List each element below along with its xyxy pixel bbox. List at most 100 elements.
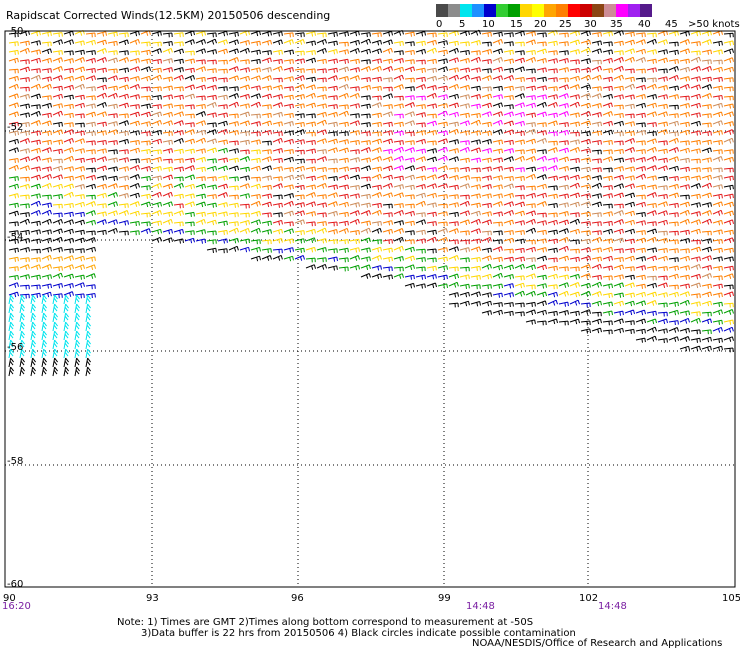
wind-barb (107, 31, 118, 37)
wind-barb (547, 101, 558, 108)
wind-barb (602, 211, 613, 217)
wind-barb (404, 111, 415, 117)
wind-barb (195, 30, 206, 37)
wind-barb (217, 211, 228, 217)
wind-barb (206, 122, 217, 128)
wind-barb (360, 147, 371, 153)
wind-barb (646, 102, 657, 109)
wind-barb (140, 49, 151, 55)
wind-barb (580, 211, 591, 217)
wind-barb (580, 175, 591, 181)
wind-barb (591, 140, 602, 146)
wind-barb (52, 256, 63, 262)
wind-barb (305, 221, 316, 227)
wind-barb (646, 291, 657, 298)
wind-barb (492, 264, 503, 271)
wind-barb (613, 149, 624, 155)
wind-barb (723, 265, 734, 271)
wind-barb (228, 121, 239, 127)
wind-barb (525, 210, 536, 217)
wind-barb (250, 58, 261, 64)
wind-barb (448, 148, 459, 154)
wind-barb (712, 184, 723, 190)
wind-barb (448, 40, 459, 46)
wind-barb (580, 309, 591, 315)
wind-barb (118, 102, 129, 109)
wind-barb (492, 102, 503, 109)
wind-barb (338, 147, 349, 154)
wind-barb (690, 193, 701, 199)
wind-barb (74, 248, 85, 254)
wind-barb (569, 59, 580, 65)
wind-barb (547, 175, 558, 181)
wind-barb (437, 194, 448, 200)
wind-barb (635, 212, 646, 218)
wind-barb (30, 292, 41, 298)
wind-barb (85, 339, 91, 350)
wind-barb (437, 283, 448, 289)
wind-barb (470, 85, 481, 91)
wind-barb (250, 113, 261, 119)
wind-barb (349, 75, 360, 81)
wind-barb (536, 48, 547, 55)
wind-barb (206, 129, 217, 135)
wind-barb (272, 157, 283, 164)
wind-barb (294, 230, 305, 236)
wind-barb (162, 183, 173, 190)
wind-barb (63, 112, 74, 119)
wind-barb (283, 138, 294, 145)
wind-barb (723, 66, 734, 73)
wind-barb (448, 57, 459, 63)
wind-barb (569, 182, 580, 189)
wind-barb (503, 85, 514, 91)
wind-barb (448, 83, 459, 90)
wind-barb (514, 194, 525, 200)
wind-barb (360, 202, 371, 208)
wind-barb (679, 229, 690, 235)
wind-barb (371, 112, 382, 118)
wind-barb (624, 166, 635, 172)
wind-barb (228, 57, 239, 63)
wind-barb (250, 239, 261, 245)
wind-barb (316, 174, 327, 181)
wind-barb (272, 94, 283, 100)
wind-barb (547, 238, 558, 244)
wind-barb (712, 219, 723, 226)
wind-barb (448, 255, 459, 261)
wind-barb (30, 248, 41, 254)
wind-barb (613, 157, 624, 163)
wind-barb (426, 113, 437, 119)
wind-barb (360, 66, 371, 72)
wind-barb (646, 131, 657, 137)
wind-barb (459, 300, 470, 307)
wind-barb (613, 192, 624, 199)
wind-barb (228, 245, 239, 252)
wind-barb (30, 348, 36, 359)
wind-barb (250, 131, 261, 137)
wind-barb (481, 148, 492, 154)
wind-barb (602, 167, 613, 173)
wind-barb (646, 282, 657, 289)
wind-barb (8, 303, 14, 314)
wind-barb (448, 273, 459, 280)
wind-barb (712, 102, 723, 109)
wind-barb (580, 184, 591, 190)
wind-barb (96, 183, 107, 190)
wind-barb (624, 113, 635, 119)
wind-barb (624, 48, 635, 55)
wind-barb (19, 77, 30, 83)
wind-barb (712, 193, 723, 199)
wind-barb (129, 140, 140, 146)
wind-barb (349, 167, 360, 173)
wind-barb (481, 184, 492, 190)
wind-barb (74, 255, 85, 262)
wind-barb (52, 272, 63, 279)
wind-barb (712, 229, 723, 235)
wind-barb (459, 41, 470, 47)
wind-barb (283, 238, 294, 244)
wind-barb (657, 103, 668, 109)
wind-barb (723, 86, 734, 92)
wind-barb (382, 239, 393, 245)
wind-barb (74, 157, 85, 163)
wind-barb (569, 201, 580, 208)
